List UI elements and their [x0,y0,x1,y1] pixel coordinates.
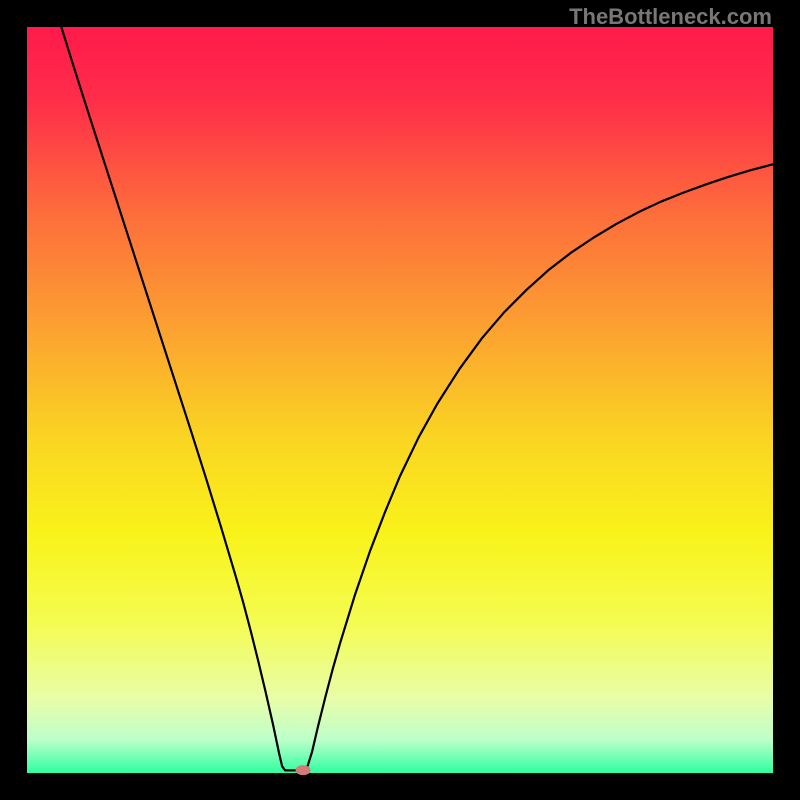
optimal-point-marker [296,765,311,775]
bottleneck-chart [0,0,800,800]
chart-outer-frame: TheBottleneck.com [0,0,800,800]
chart-background [27,27,773,773]
watermark-text: TheBottleneck.com [569,4,772,30]
